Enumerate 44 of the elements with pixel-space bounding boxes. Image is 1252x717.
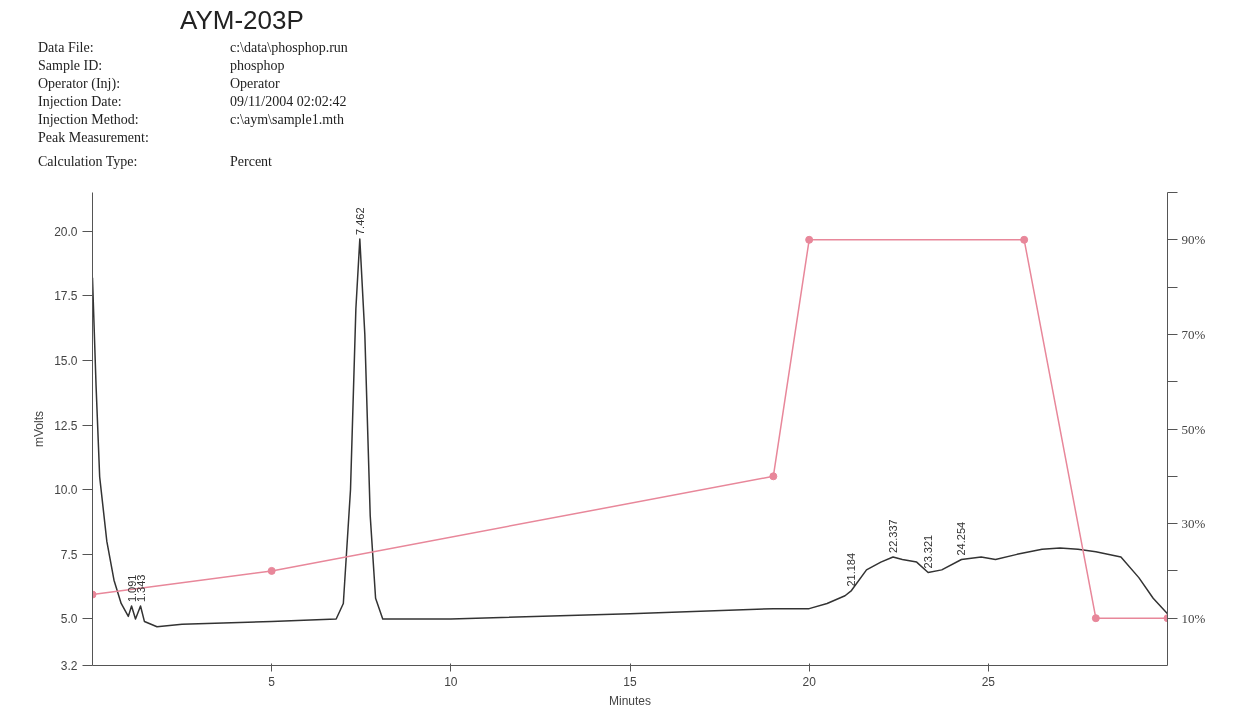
text: Percent [230, 153, 272, 171]
y2-tick-label: 70% [1181, 326, 1206, 342]
text: Data File: [38, 39, 94, 57]
text: Peak Measurement: [38, 129, 149, 147]
x-tick-label: 10 [444, 674, 458, 689]
y-tick-label: 20.0 [54, 224, 78, 239]
y-tick-label: 10.0 [54, 483, 78, 498]
y2-tick-label: 10% [1181, 610, 1206, 626]
text: Sample ID: [38, 57, 103, 75]
annotation: 7.462 [353, 207, 366, 236]
y-tick-label: 17.5 [54, 289, 78, 304]
point [267, 566, 276, 575]
text: c:\data\phosphop.run [230, 39, 348, 57]
point [1091, 614, 1100, 623]
x-axis-title: Minutes [608, 693, 652, 708]
point [1020, 235, 1029, 244]
x-tick-label: 15 [623, 674, 637, 689]
text: Injection Date: [38, 93, 122, 111]
text: Operator (Inj): [38, 75, 121, 93]
y-tick-label: 12.5 [54, 418, 78, 433]
text: Calculation Type: [38, 153, 138, 171]
y-axis-title: mVolts [32, 410, 47, 448]
x-tick-label: 20 [802, 674, 817, 689]
annotation: 23.321 [922, 534, 935, 569]
text: AYM-203P [180, 4, 304, 37]
text: c:\aym\sample1.mth [230, 111, 344, 129]
text: 09/11/2004 02:02:42 [230, 93, 347, 111]
annotation: 24.254 [955, 521, 968, 556]
point [805, 235, 814, 244]
point [769, 472, 778, 481]
x-tick-label: 25 [981, 674, 996, 689]
x-tick-label: 5 [268, 674, 276, 689]
y2-tick-label: 90% [1181, 232, 1206, 248]
y2-tick-label: 30% [1181, 516, 1206, 532]
annotation: 22.337 [887, 519, 900, 553]
text: Operator [230, 75, 280, 93]
y-tick-label: 3.2 [60, 659, 78, 673]
annotation: 21.184 [845, 552, 858, 587]
y-tick-label: 5.0 [60, 612, 78, 627]
y-tick-label: 15.0 [54, 354, 78, 369]
y-tick-label: 7.5 [60, 547, 78, 562]
text: phosphop [230, 57, 285, 75]
text: Injection Method: [38, 111, 139, 129]
y2-tick-label: 50% [1181, 421, 1206, 437]
